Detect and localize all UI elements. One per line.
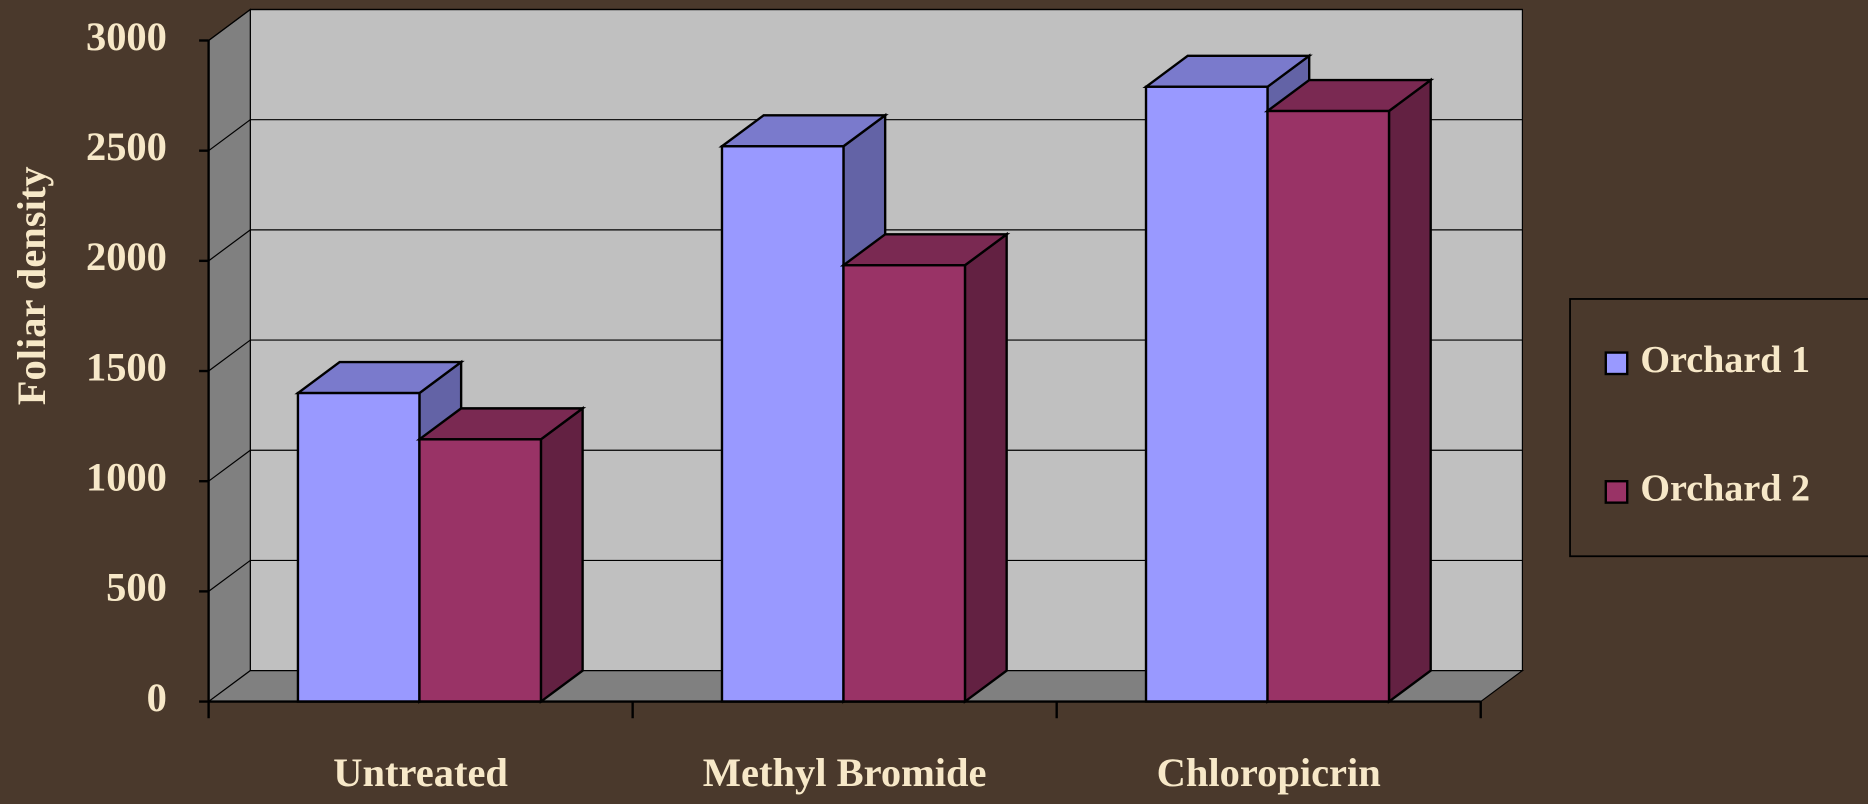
bar-front (296, 391, 421, 703)
y-tick-label: 3000 (86, 14, 167, 59)
legend-label: Orchard 1 (1640, 339, 1810, 381)
grid-line-side (208, 229, 251, 262)
x-tick-label: Chloropicrin (1157, 750, 1381, 795)
bar-front (842, 264, 967, 703)
legend-marker (1604, 351, 1629, 376)
bar-front (720, 145, 845, 703)
grid-line-side (208, 339, 251, 372)
y-tick-label: 2000 (86, 234, 167, 279)
bar (1263, 77, 1435, 704)
grid-line-side (208, 119, 251, 152)
x-tick-label: Methyl Bromide (703, 750, 987, 795)
legend-entries: Orchard 1 Orchard 2 (1604, 339, 1810, 510)
grid-line-side (208, 9, 251, 41)
bar-side (963, 231, 1008, 704)
legend-label: Orchard 2 (1640, 468, 1810, 510)
bar (839, 231, 1011, 704)
y-tick-label: 1500 (86, 344, 167, 389)
x-tick-label: Untreated (333, 750, 508, 795)
y-tick-label: 1000 (86, 455, 167, 500)
grid-line-side (208, 559, 251, 592)
legend (1569, 298, 1868, 558)
bar-side (1387, 77, 1432, 704)
bars (294, 53, 1435, 704)
y-tick-label: 0 (147, 675, 167, 720)
bar (415, 406, 587, 704)
bar-side (539, 406, 584, 704)
grid-line-side (208, 449, 251, 482)
bar-front (1144, 85, 1269, 703)
bar-front (1266, 109, 1391, 703)
bar-front (418, 438, 543, 703)
y-axis-title: Foliar density (9, 166, 54, 405)
legend-marker (1604, 480, 1629, 504)
y-tick-label: 2500 (86, 124, 167, 169)
y-tick-label: 500 (106, 565, 167, 610)
